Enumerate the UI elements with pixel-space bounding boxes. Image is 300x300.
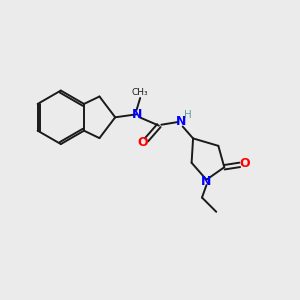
Text: N: N [201, 175, 212, 188]
Text: N: N [176, 115, 186, 128]
Text: N: N [131, 107, 142, 121]
Text: CH₃: CH₃ [132, 88, 148, 97]
Text: O: O [239, 158, 250, 170]
Text: H: H [184, 110, 192, 120]
Text: O: O [137, 136, 148, 149]
